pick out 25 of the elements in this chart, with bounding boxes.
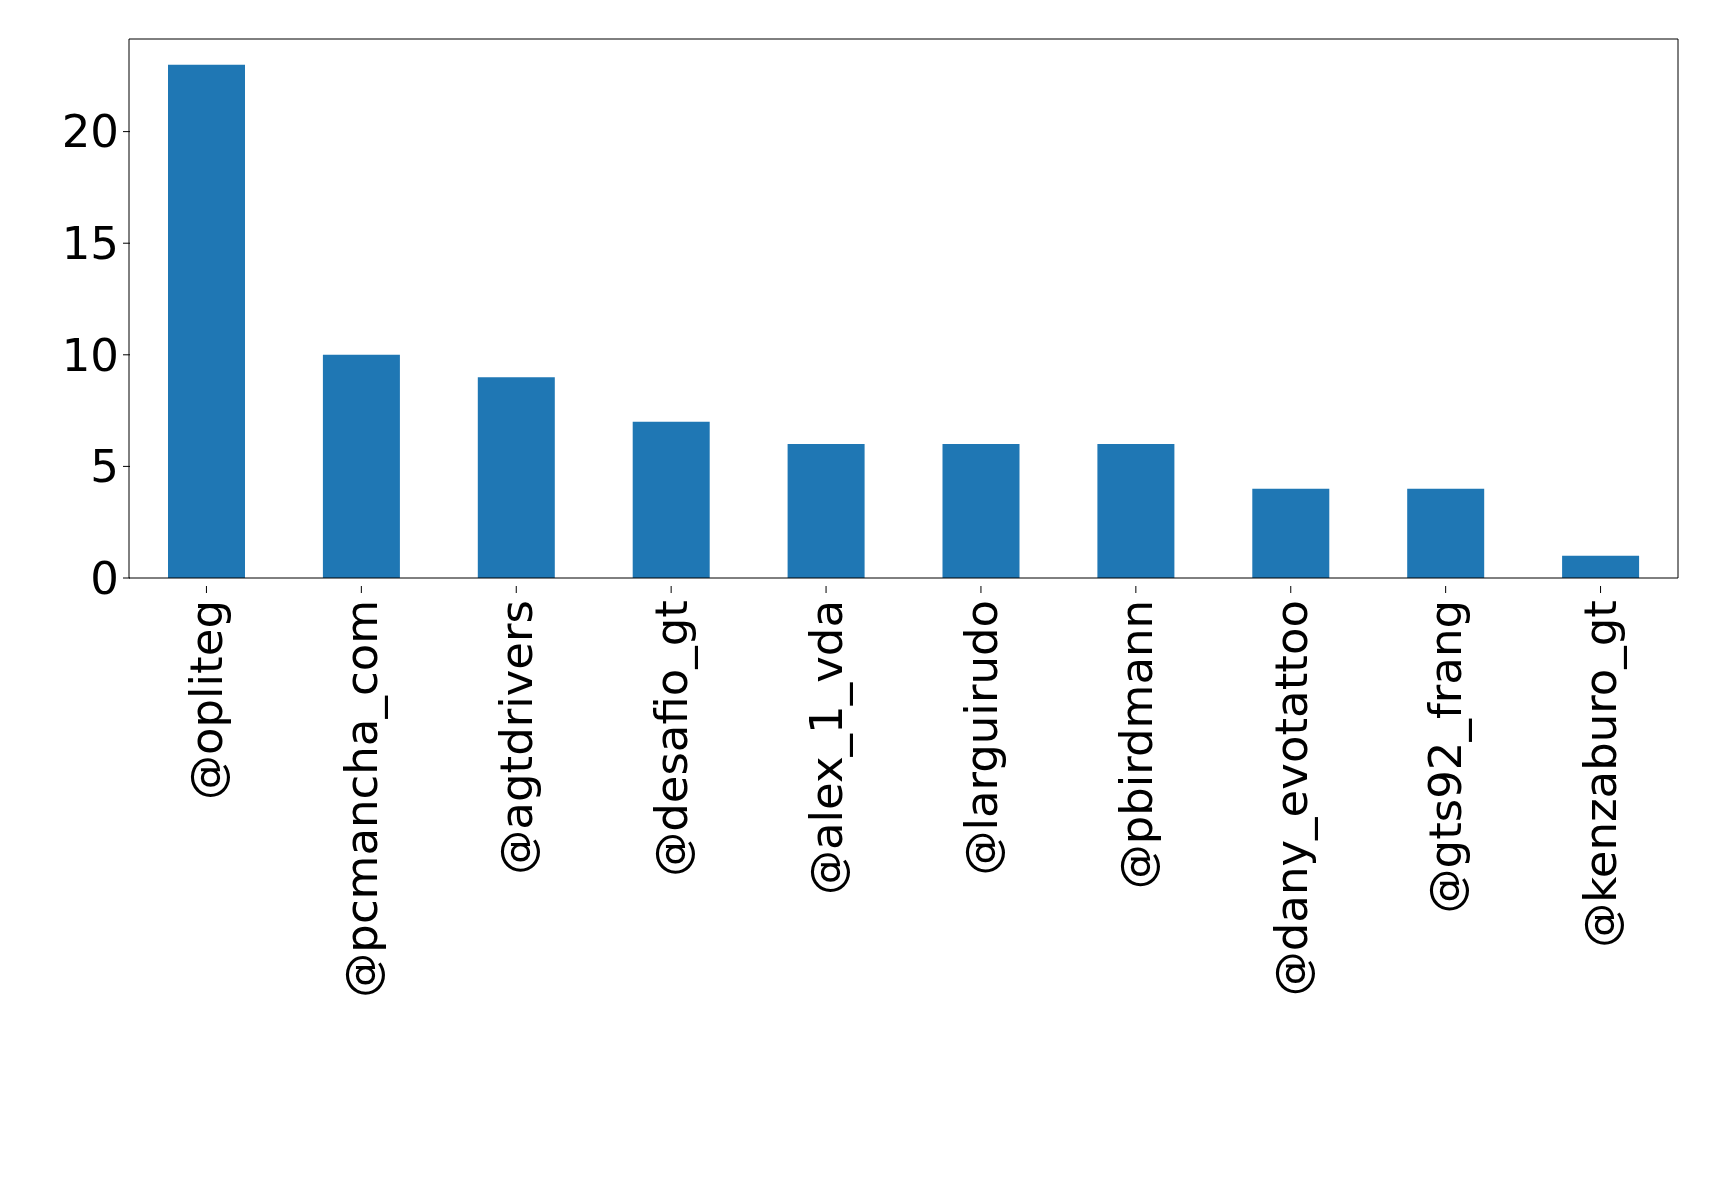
bar — [942, 444, 1020, 578]
bar — [1097, 444, 1175, 578]
x-tick-label: @kenzaburo_gt — [1574, 600, 1628, 948]
x-tick-label: @desafio_gt — [644, 600, 698, 877]
x-tick-label: @gts92_frang — [1419, 600, 1473, 914]
x-tick-label: @pbirdmann — [1109, 600, 1163, 890]
bar — [1252, 488, 1330, 578]
bar — [168, 64, 245, 578]
bar — [322, 354, 400, 578]
x-tick-label: @pcmancha_com — [335, 600, 389, 998]
x-tick-label: @dany_evotattoo — [1264, 600, 1318, 997]
y-tick-label: 10 — [61, 328, 119, 382]
y-tick-label: 0 — [90, 551, 119, 605]
y-tick-label: 20 — [61, 105, 119, 159]
x-tick-label: @opliteg — [180, 600, 234, 800]
x-tick-label: @agtdrivers — [490, 600, 543, 875]
x-tick-label: @larguirudo — [954, 600, 1008, 876]
y-tick-label: 5 — [90, 440, 119, 494]
x-tick-label: @alex_1_vda — [799, 600, 853, 896]
y-tick-label: 15 — [61, 216, 119, 270]
bar — [787, 444, 865, 578]
bar — [1407, 488, 1485, 578]
bar — [1562, 555, 1640, 578]
bar — [632, 421, 710, 578]
bar — [477, 377, 555, 578]
